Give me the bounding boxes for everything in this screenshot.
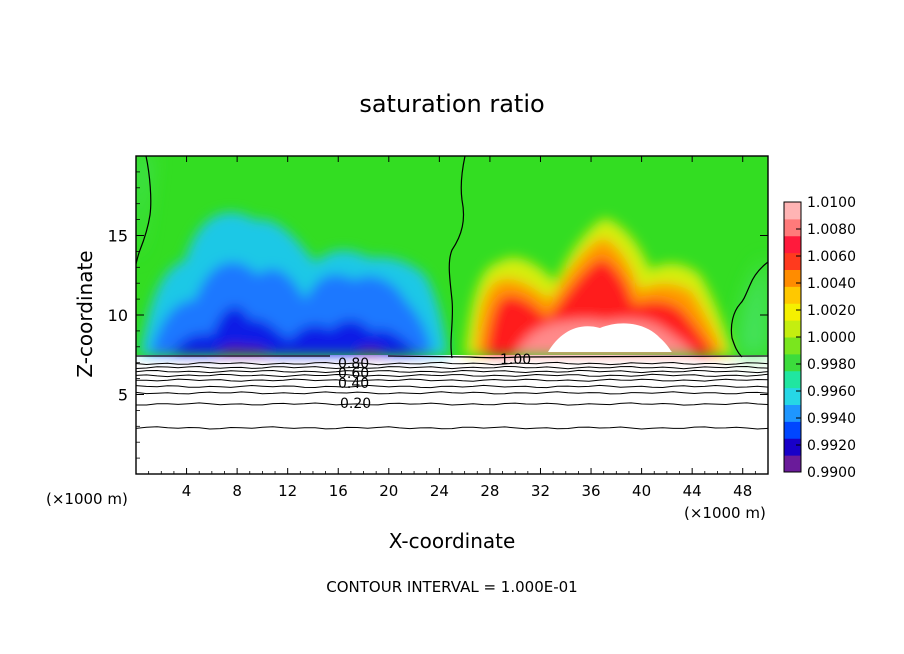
contour-line-1.00-left — [136, 156, 152, 265]
contour-line — [136, 365, 768, 370]
x-tick-label: 16 — [329, 482, 348, 500]
x-tick-label: 32 — [531, 482, 550, 500]
colorbar-label: 0.9980 — [807, 357, 856, 373]
x-axis-unit-right: (×1000 m) — [684, 504, 766, 522]
colorbar-swatch — [784, 404, 801, 422]
contour-line — [136, 369, 768, 374]
colorbar-label: 1.0100 — [807, 195, 856, 211]
x-axis-ticks: 4 8 12 16 20 24 28 32 36 40 44 48 — [148, 156, 756, 500]
contour-line — [136, 402, 768, 406]
stratified-contours — [136, 361, 768, 430]
x-tick-label: 40 — [632, 482, 651, 500]
colorbar-swatch — [784, 353, 801, 372]
x-tick-label: 8 — [232, 482, 242, 500]
colorbar-swatch — [784, 337, 801, 355]
colorbar-swatch — [784, 286, 801, 304]
x-tick-label: 48 — [733, 482, 752, 500]
colorbar-label: 0.9920 — [807, 438, 856, 454]
below-cloud-region — [136, 355, 768, 474]
contour-line — [136, 426, 768, 430]
field-deep-blue-region — [170, 306, 420, 355]
colorbar-swatch — [784, 202, 801, 220]
colorbar-label: 0.9900 — [807, 465, 856, 481]
x-tick-label: 4 — [182, 482, 192, 500]
contour-line — [136, 391, 768, 395]
contour-label: 0.40 — [338, 376, 369, 392]
plot-area: 0.80 0.60 0.40 0.20 1.00 — [136, 156, 768, 474]
contour-line-1.00-base — [136, 355, 768, 359]
field-purple-edge — [215, 345, 386, 355]
colorbar-label: 1.0000 — [807, 330, 856, 346]
contour-line — [136, 373, 768, 378]
x-axis-label: X-coordinate — [389, 529, 516, 553]
colorbar-label: 0.9940 — [807, 411, 856, 427]
contour-line — [136, 384, 768, 389]
contour-line — [136, 378, 768, 382]
contour-lines — [136, 156, 768, 359]
colorbar-label: 1.0080 — [807, 222, 856, 238]
x-tick-label: 24 — [430, 482, 449, 500]
contour-interval-note: CONTOUR INTERVAL = 1.000E-01 — [326, 578, 577, 596]
chart-title: saturation ratio — [359, 90, 544, 118]
colorbar-swatch — [784, 269, 801, 287]
colorbar-swatch — [784, 370, 801, 389]
contour-line-1.00-right — [730, 261, 768, 358]
colorbar-swatch — [784, 438, 801, 456]
colorbar: 1.0100 1.0080 1.0060 1.0040 1.0020 1.0000 0.99… — [783, 195, 856, 481]
x-tick-label: 28 — [480, 482, 499, 500]
contour-label-group: 0.80 0.60 0.40 0.20 1.00 — [338, 352, 531, 412]
y-tick-label: 5 — [118, 386, 128, 405]
y-tick-label: 15 — [108, 227, 128, 246]
x-axis-unit-left: (×1000 m) — [46, 490, 128, 508]
colorbar-swatch — [784, 387, 801, 405]
y-axis-label: Z-coordinate — [73, 250, 97, 377]
x-tick-label: 36 — [581, 482, 600, 500]
contour-label: 1.00 — [500, 352, 531, 368]
colorbar-swatch — [784, 252, 801, 270]
x-tick-label: 12 — [278, 482, 297, 500]
colorbar-label: 1.0020 — [807, 303, 856, 319]
field-green-edges — [136, 156, 768, 355]
field-white-core — [548, 323, 672, 352]
colorbar-swatch — [784, 235, 801, 254]
contour-line-1.00-mid — [448, 156, 466, 359]
colorbar-swatch — [784, 303, 801, 321]
field-right-supersat — [465, 218, 735, 355]
colorbar-swatch — [784, 320, 801, 338]
colorbar-label: 1.0040 — [807, 276, 856, 292]
x-tick-label: 20 — [379, 482, 398, 500]
y-tick-label: 10 — [108, 306, 128, 325]
contour-label: 0.20 — [340, 396, 371, 412]
colorbar-swatch — [784, 218, 801, 237]
contour-label: 0.60 — [338, 366, 369, 382]
colorbar-label: 1.0060 — [807, 249, 856, 265]
contour-label: 0.80 — [338, 356, 369, 372]
x-tick-label: 44 — [683, 482, 702, 500]
contour-line — [136, 361, 768, 366]
colorbar-label: 0.9960 — [807, 384, 856, 400]
field-left-moist — [140, 212, 448, 355]
colorbar-swatch — [784, 421, 801, 439]
colorbar-swatch — [784, 455, 801, 473]
y-axis-ticks: 5 10 15 — [108, 171, 768, 459]
